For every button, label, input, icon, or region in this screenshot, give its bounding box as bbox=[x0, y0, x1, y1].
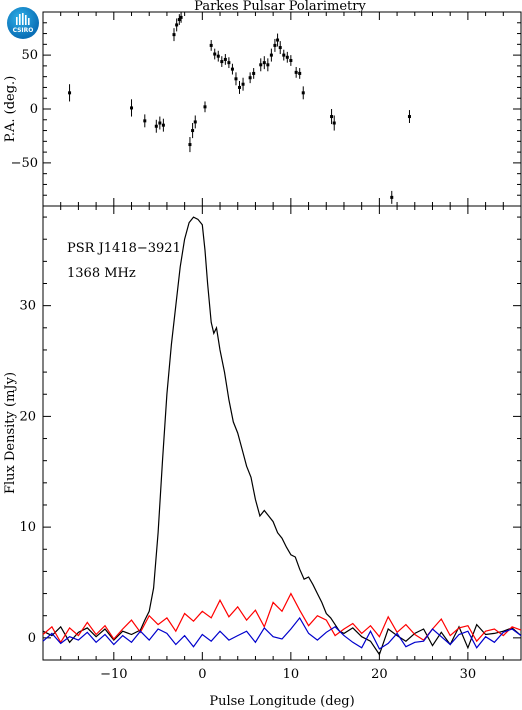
linear-polarization-line bbox=[42, 592, 522, 644]
flux-x-tick-label: −10 bbox=[100, 667, 127, 682]
flux-x-tick-label: 20 bbox=[371, 667, 388, 682]
pa-data-point bbox=[390, 195, 394, 199]
pa-data-point bbox=[332, 121, 336, 125]
pa-y-label: P.A. (deg.) bbox=[3, 76, 18, 143]
flux-frame bbox=[42, 205, 522, 661]
pa-data-point bbox=[330, 115, 334, 119]
pa-data-point bbox=[213, 52, 217, 56]
pa-data-point bbox=[209, 43, 213, 47]
pa-frame bbox=[42, 11, 522, 207]
pa-data-point bbox=[161, 123, 165, 127]
pa-data-point bbox=[216, 54, 220, 58]
flux-x-tick-label: 10 bbox=[283, 667, 300, 682]
circular-polarization-line bbox=[42, 616, 522, 650]
pa-data-point bbox=[285, 55, 289, 59]
pa-data-point bbox=[130, 106, 134, 110]
pa-data-point bbox=[154, 124, 158, 128]
pa-data-point bbox=[262, 61, 266, 65]
pa-data-point bbox=[188, 143, 192, 147]
pa-data-point bbox=[175, 23, 179, 27]
flux-x-tick-label: 0 bbox=[198, 667, 206, 682]
pa-data-point bbox=[179, 15, 183, 19]
pa-data-point bbox=[143, 119, 147, 123]
total-intensity-line bbox=[42, 216, 522, 656]
pa-data-point bbox=[282, 53, 286, 57]
pa-data-point bbox=[259, 63, 263, 67]
pa-y-tick-label: 0 bbox=[30, 102, 38, 117]
csiro-logo: CSIRO bbox=[7, 7, 39, 39]
frequency-annotation: 1368 MHz bbox=[67, 266, 136, 281]
pa-data-point bbox=[273, 43, 277, 47]
pa-data-point bbox=[252, 71, 256, 75]
flux-y-label: Flux Density (mJy) bbox=[3, 372, 18, 494]
flux-y-tick-label: 0 bbox=[28, 631, 36, 646]
pa-data-point bbox=[223, 57, 227, 61]
pa-data-point bbox=[276, 38, 280, 42]
figure-title: Parkes Pulsar Polarimetry bbox=[194, 0, 366, 14]
csiro-logo-text: CSIRO bbox=[12, 27, 34, 34]
pa-data-point bbox=[177, 18, 181, 22]
pa-data-point bbox=[172, 33, 176, 37]
pa-data-point bbox=[68, 91, 72, 95]
pulsar-name-annotation: PSR J1418−3921 bbox=[67, 241, 181, 256]
pa-data-point bbox=[248, 76, 252, 80]
pa-data-point bbox=[289, 59, 293, 62]
pa-data-point bbox=[203, 105, 207, 109]
pa-data-point bbox=[301, 91, 305, 95]
pa-data-point bbox=[230, 67, 234, 71]
pa-data-point bbox=[193, 120, 197, 124]
flux-x-tick-label: 30 bbox=[460, 667, 477, 682]
flux-panel: 0 10 20 30 −10 0 10 20 30 PSR J1418−3921 1368 MH… bbox=[3, 205, 522, 709]
pa-data-point bbox=[238, 85, 242, 89]
pa-data-point bbox=[266, 63, 270, 67]
pa-panel: −50 0 50 P.A. (deg.) bbox=[3, 11, 522, 207]
flux-y-tick-label: 30 bbox=[19, 299, 36, 314]
pa-data-point bbox=[407, 115, 411, 119]
pa-data-point bbox=[298, 71, 302, 75]
csiro-bars-icon bbox=[16, 13, 30, 25]
flux-lines bbox=[42, 216, 522, 656]
flux-ticks: 0 10 20 30 −10 0 10 20 30 bbox=[19, 206, 522, 682]
pa-ticks: −50 0 50 bbox=[11, 12, 522, 206]
pa-data-point bbox=[269, 53, 273, 57]
pa-y-tick-label: −50 bbox=[11, 156, 38, 171]
flux-x-label: Pulse Longitude (deg) bbox=[209, 694, 354, 709]
pa-data-point bbox=[234, 77, 238, 81]
pa-points bbox=[68, 12, 411, 204]
pa-data-point bbox=[220, 60, 224, 64]
pa-data-point bbox=[191, 129, 195, 133]
pa-data-point bbox=[241, 82, 245, 86]
pa-y-tick-label: 50 bbox=[21, 48, 38, 63]
flux-y-tick-label: 10 bbox=[19, 520, 36, 535]
pa-data-point bbox=[227, 61, 231, 65]
pa-data-point bbox=[294, 70, 298, 74]
pa-data-point bbox=[158, 121, 162, 125]
pa-data-point bbox=[278, 46, 282, 50]
flux-y-tick-label: 20 bbox=[19, 409, 36, 424]
